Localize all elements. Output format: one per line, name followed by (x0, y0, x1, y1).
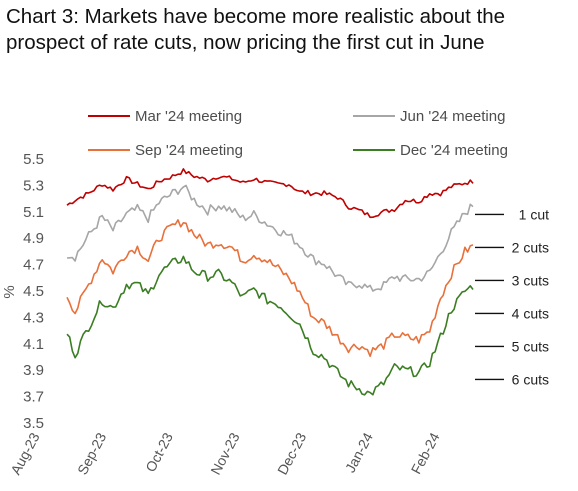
y-tick-label: 3.7 (23, 389, 44, 406)
x-tick-label: Aug-23 (7, 430, 42, 478)
y-tick-label: 4.9 (23, 230, 44, 247)
y-tick-label: 4.5 (23, 283, 44, 300)
y-tick-label: 3.9 (23, 362, 44, 379)
legend-label: Mar '24 meeting (135, 108, 242, 125)
x-tick-label: Jan-24 (342, 430, 376, 475)
x-tick-label: Feb-24 (408, 430, 443, 477)
x-tick-label: Nov-23 (207, 430, 242, 478)
series-line-3 (66, 219, 474, 358)
y-tick-label: 5.1 (23, 204, 44, 221)
legend-label: Sep '24 meeting (135, 142, 243, 159)
cut-annotation-label: 1 cut (519, 206, 549, 222)
cut-annotation-label: 2 cuts (512, 239, 549, 255)
chart-title: Chart 3: Markets have become more realis… (6, 5, 506, 54)
x-tick-label: Dec-23 (274, 430, 309, 478)
cut-annotation-label: 6 cuts (512, 371, 549, 387)
y-tick-label: 5.3 (23, 177, 44, 194)
y-tick-label: 4.7 (23, 257, 44, 274)
legend-label: Jun '24 meeting (400, 108, 505, 125)
y-tick-label: 4.1 (23, 336, 44, 353)
y-axis-label: % (1, 285, 18, 298)
legend-label: Dec '24 meeting (400, 142, 508, 159)
y-tick-label: 3.5 (23, 415, 44, 432)
y-tick-label: 4.3 (23, 309, 44, 326)
series-line-1 (66, 168, 474, 219)
series-line-4 (66, 255, 474, 396)
x-tick-label: Oct-23 (142, 430, 176, 475)
cut-annotation-label: 4 cuts (512, 305, 549, 321)
cut-annotation-label: 5 cuts (512, 338, 549, 354)
cut-annotation-label: 3 cuts (512, 272, 549, 288)
x-tick-label: Sep-23 (74, 430, 109, 478)
y-tick-label: 5.5 (23, 151, 44, 168)
series-line-2 (66, 184, 474, 292)
